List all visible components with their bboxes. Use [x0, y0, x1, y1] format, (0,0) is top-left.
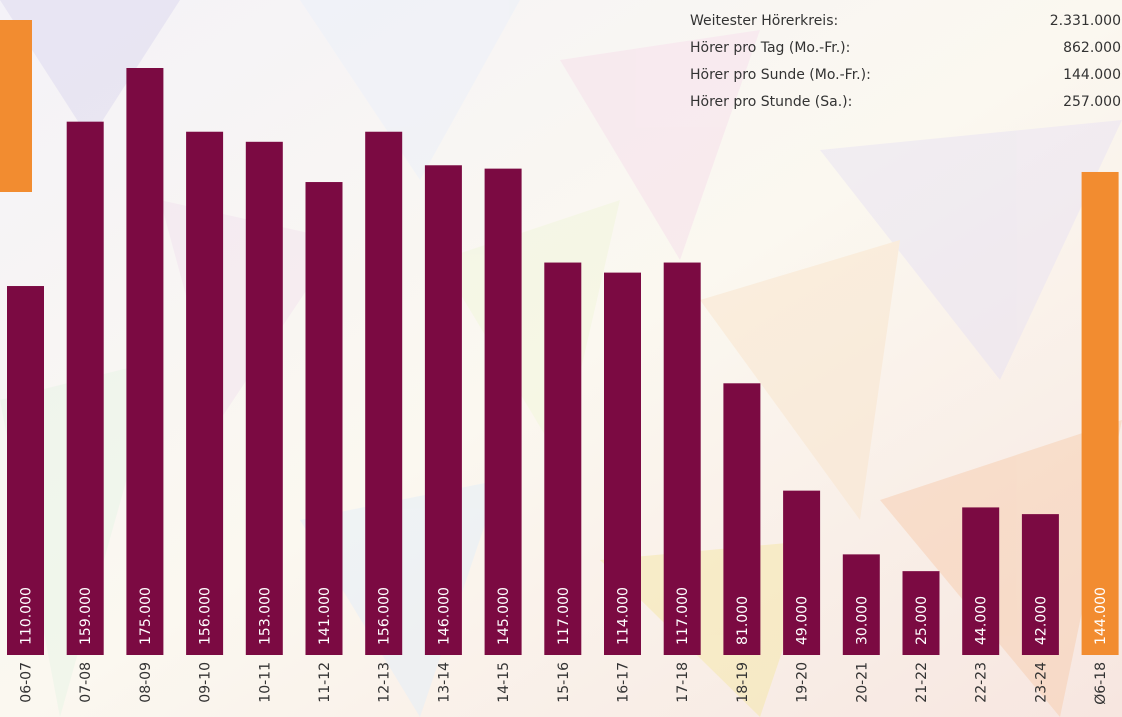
bar	[365, 132, 402, 655]
stat-value: 144.000	[1063, 67, 1121, 83]
x-tick-label: 13-14	[436, 662, 452, 703]
value-label: 156.000	[377, 587, 393, 645]
bar	[186, 132, 223, 655]
value-label: 114.000	[616, 587, 632, 645]
value-label: 153.000	[257, 587, 273, 645]
value-label: 117.000	[556, 587, 572, 645]
x-tick-label: 23-24	[1033, 662, 1049, 703]
x-tick-label: 08-09	[138, 662, 154, 703]
x-tick-label: 16-17	[616, 662, 632, 703]
bar	[67, 122, 104, 655]
x-tick-label: 19-20	[795, 662, 811, 703]
x-tick-label: 12-13	[377, 662, 393, 703]
x-tick-label: 20-21	[854, 662, 870, 703]
value-label: 25.000	[914, 596, 930, 645]
value-label: 144.000	[1093, 587, 1109, 645]
stat-label: Hörer pro Tag (Mo.-Fr.):	[690, 40, 850, 56]
value-label: 159.000	[78, 587, 94, 645]
bar	[1082, 172, 1119, 655]
x-tick-label: 06-07	[19, 662, 35, 703]
x-tick-label: Ø6-18	[1093, 662, 1109, 705]
bar	[485, 169, 522, 655]
bar	[246, 142, 283, 655]
value-label: 42.000	[1033, 596, 1049, 645]
bar	[126, 68, 163, 655]
x-tick-label: 15-16	[556, 662, 572, 703]
decor-block	[0, 20, 32, 192]
bar	[425, 165, 462, 655]
value-label: 117.000	[675, 587, 691, 645]
value-label: 146.000	[436, 587, 452, 645]
value-label: 49.000	[795, 596, 811, 645]
stat-label: Weitester Hörerkreis:	[690, 13, 838, 29]
x-tick-label: 21-22	[914, 662, 930, 703]
x-tick-label: 17-18	[675, 662, 691, 703]
value-label: 81.000	[735, 596, 751, 645]
x-tick-label: 22-23	[974, 662, 990, 703]
bar	[306, 182, 343, 655]
value-label: 44.000	[974, 596, 990, 645]
stat-value: 257.000	[1063, 94, 1121, 110]
x-tick-label: 07-08	[78, 662, 94, 703]
stat-value: 862.000	[1063, 40, 1121, 56]
stat-value: 2.331.000	[1050, 13, 1121, 29]
value-label: 145.000	[496, 587, 512, 645]
value-label: 141.000	[317, 587, 333, 645]
x-tick-label: 14-15	[496, 662, 512, 703]
x-tick-label: 10-11	[257, 662, 273, 703]
stat-label: Hörer pro Stunde (Sa.):	[690, 94, 852, 110]
x-tick-label: 11-12	[317, 662, 333, 703]
value-label: 156.000	[198, 587, 214, 645]
stat-label: Hörer pro Sunde (Mo.-Fr.):	[690, 67, 871, 83]
chart: Weitester Hörerkreis: 2.331.000 Hörer pro …	[0, 0, 1122, 717]
value-label: 110.000	[19, 587, 35, 645]
x-tick-label: 18-19	[735, 662, 751, 703]
value-label: 175.000	[138, 587, 154, 645]
value-label: 30.000	[854, 596, 870, 645]
x-tick-label: 09-10	[198, 662, 214, 703]
